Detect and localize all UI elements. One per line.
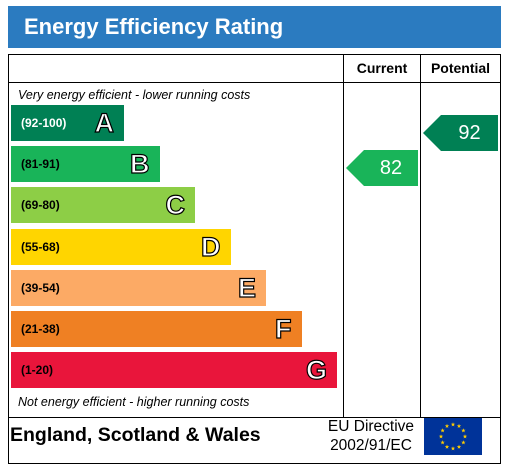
band-a-letter: A: [94, 107, 115, 138]
flag-star-icon: [444, 444, 450, 449]
current-rating-arrow: 82: [346, 150, 418, 187]
bottom-note: Not energy efficient - higher running co…: [18, 395, 250, 409]
band-d-range: (55-68): [21, 239, 60, 254]
eu-flag-icon: [424, 418, 482, 455]
band-b-range: (81-91): [21, 157, 60, 172]
rating-frame: Current Potential Very energy efficient …: [8, 54, 501, 464]
eu-directive: EU Directive 2002/91/EC: [320, 417, 422, 455]
flag-star-icon: [461, 440, 466, 445]
flag-star-icon: [462, 434, 468, 439]
flag-star-icon: [461, 428, 466, 433]
band-b-letter: B: [129, 149, 150, 180]
flag-star-icon: [444, 423, 450, 428]
potential-column-divider: [420, 55, 421, 417]
flag-star-icon: [456, 444, 462, 449]
band-c-letter: C: [165, 190, 186, 221]
current-column-divider: [343, 55, 344, 417]
band-a: (92-100) A: [11, 105, 124, 141]
current-rating-value: 82: [379, 157, 403, 180]
band-d: (55-68) D: [11, 228, 231, 265]
band-g-letter: G: [305, 355, 327, 386]
current-column-header: Current: [356, 60, 408, 76]
top-note: Very energy efficient - lower running co…: [18, 88, 251, 102]
directive-line1: EU Directive: [327, 418, 415, 435]
band-e: (39-54) E: [11, 269, 266, 306]
directive-line2: 2002/91/EC: [330, 437, 412, 454]
flag-star-icon: [438, 434, 444, 439]
potential-rating-arrow: 92: [423, 115, 498, 151]
band-d-letter: D: [200, 231, 221, 262]
flag-star-icon: [440, 428, 445, 433]
flag-star-icon: [450, 422, 456, 427]
band-f: (21-38) F: [11, 311, 302, 347]
flag-star-icon: [456, 423, 462, 428]
band-a-range: (92-100): [21, 116, 67, 130]
band-e-letter: E: [237, 272, 256, 303]
chart-title: Energy Efficiency Rating: [24, 14, 284, 39]
potential-rating-value: 92: [458, 122, 481, 144]
potential-column-header: Potential: [430, 60, 491, 76]
band-b: (81-91) B: [11, 146, 160, 183]
title-bar: Energy Efficiency Rating: [8, 6, 501, 48]
band-g: (1-20) G: [11, 352, 337, 389]
band-f-range: (21-38): [21, 322, 60, 336]
flag-star-icon: [450, 446, 456, 451]
band-e-range: (39-54): [21, 280, 60, 295]
footer-divider: [9, 417, 500, 418]
band-f-letter: F: [274, 313, 292, 344]
band-c: (69-80) C: [11, 187, 195, 224]
band-g-range: (1-20): [21, 363, 54, 378]
footer-region: England, Scotland & Wales: [10, 424, 261, 446]
flag-star-icon: [440, 440, 445, 445]
band-c-range: (69-80): [21, 198, 60, 213]
header-divider: [9, 82, 500, 83]
